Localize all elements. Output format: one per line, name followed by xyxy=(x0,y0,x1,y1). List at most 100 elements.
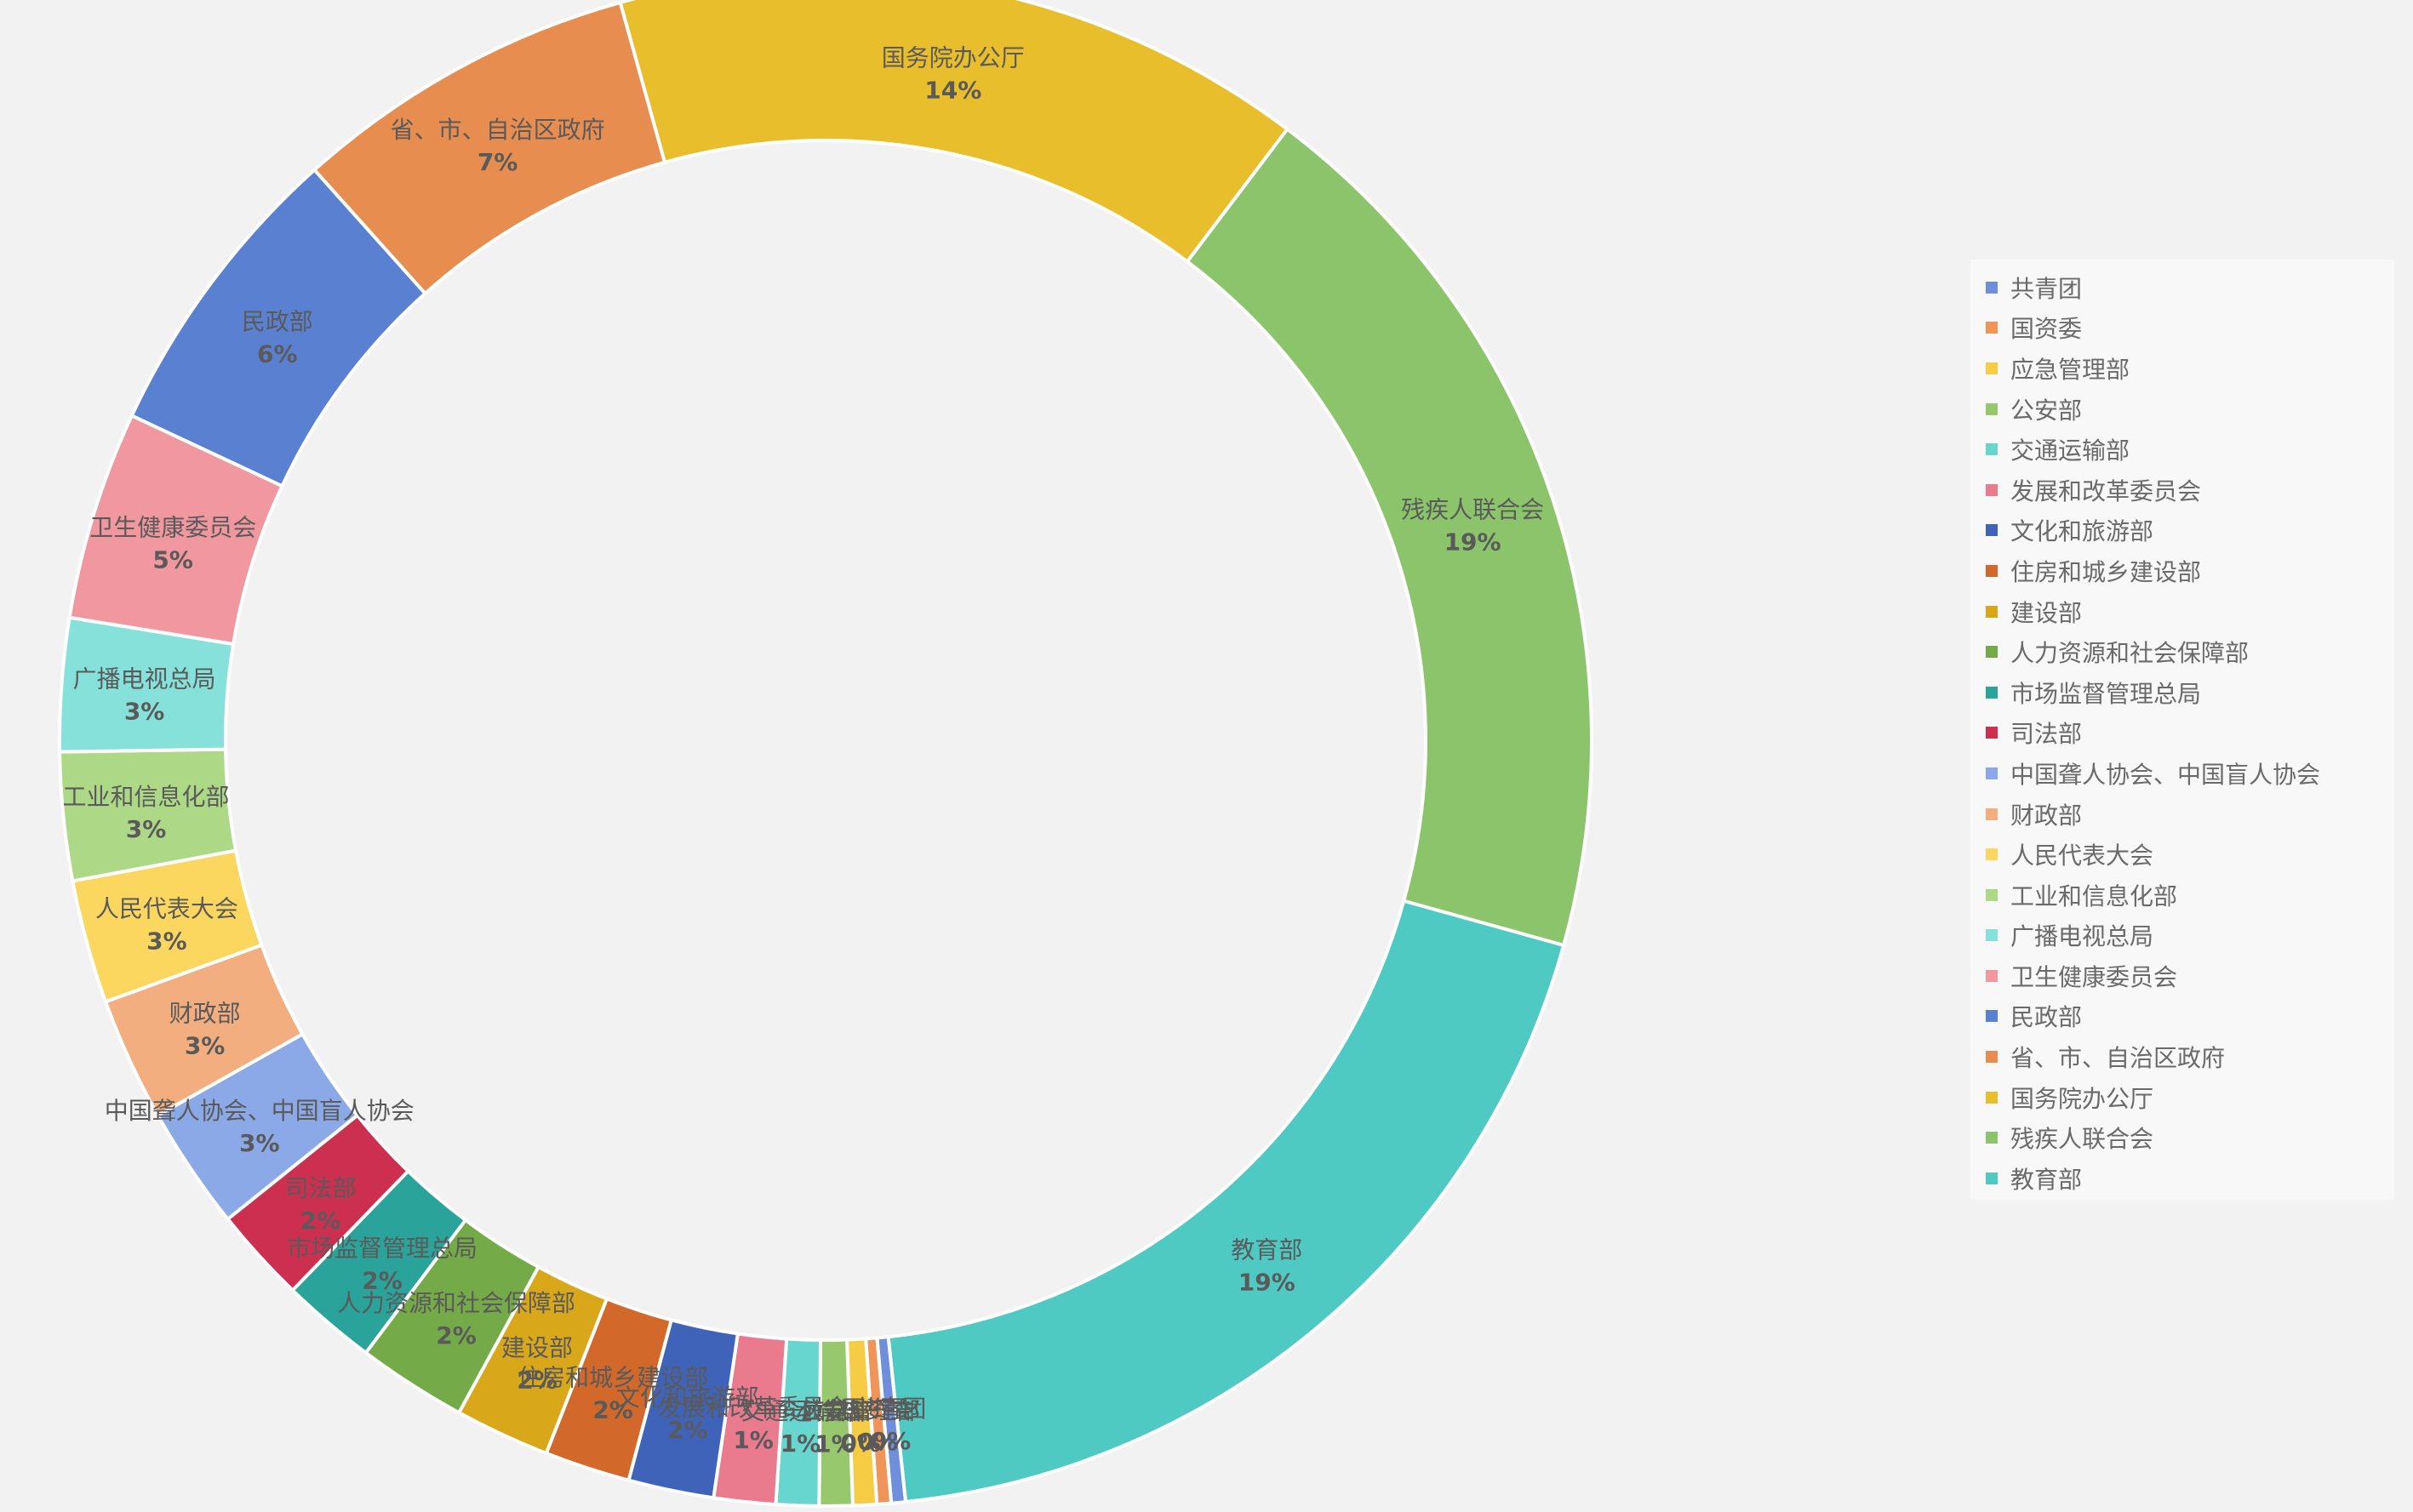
slice-label-name-15: 工业和信息化部 xyxy=(62,783,229,811)
slice-label-name-14: 人民代表大会 xyxy=(95,895,238,923)
legend-item-12[interactable]: 中国聋人协会、中国盲人协会 xyxy=(1970,753,2394,794)
legend-item-17[interactable]: 卫生健康委员会 xyxy=(1970,956,2394,996)
legend-label-2: 应急管理部 xyxy=(2010,355,2130,384)
slice-label-name-3: 公安部 xyxy=(799,1397,871,1425)
slice-label-name-1: 国资委 xyxy=(842,1395,913,1424)
legend-label-14: 人民代表大会 xyxy=(2010,842,2154,870)
legend-item-14[interactable]: 人民代表大会 xyxy=(1970,834,2394,875)
legend-label-10: 市场监督管理总局 xyxy=(2010,679,2202,708)
legend-label-21: 残疾人联合会 xyxy=(2010,1125,2154,1154)
legend-swatch-12 xyxy=(1986,767,1998,779)
legend-label-1: 国资委 xyxy=(2010,315,2083,344)
slice-label-name-2: 应急管理部 xyxy=(801,1396,920,1424)
slice-label-pct-7: 2% xyxy=(592,1396,633,1424)
legend-label-12: 中国聋人协会、中国盲人协会 xyxy=(2010,760,2321,789)
legend-swatch-17 xyxy=(1986,969,1998,982)
slice-label-name-12: 中国聋人协会、中国盲人协会 xyxy=(105,1097,415,1125)
slice-label-pct-19: 7% xyxy=(477,148,518,176)
slice-label-name-7: 住房和城乡建设部 xyxy=(517,1364,708,1392)
slice-label-pct-3: 1% xyxy=(815,1429,855,1458)
legend-item-15[interactable]: 工业和信息化部 xyxy=(1970,875,2394,916)
legend-item-8[interactable]: 建设部 xyxy=(1970,591,2394,632)
legend-swatch-10 xyxy=(1986,686,1998,699)
legend-swatch-3 xyxy=(1986,402,1998,415)
legend-swatch-11 xyxy=(1986,727,1998,739)
slice-label-pct-0: 0% xyxy=(871,1427,912,1455)
legend-item-4[interactable]: 交通运输部 xyxy=(1970,429,2394,470)
legend-item-3[interactable]: 公安部 xyxy=(1970,389,2394,430)
legend-item-5[interactable]: 发展和改革委员会 xyxy=(1970,470,2394,511)
slice-label-pct-1: 0% xyxy=(858,1428,899,1456)
legend-swatch-20 xyxy=(1986,1091,1998,1104)
legend-label-3: 公安部 xyxy=(2010,396,2083,425)
slice-labels: 教育部 19% 残疾人联合会 19% 国务院办公厅 14% 省、市、自治区政府 7% 民政部 6%… xyxy=(62,44,1544,1458)
legend-item-10[interactable]: 市场监督管理总局 xyxy=(1970,672,2394,713)
slice-label-name-13: 财政部 xyxy=(169,1000,241,1028)
legend-item-9[interactable]: 人力资源和社会保障部 xyxy=(1970,631,2394,672)
slice-label-pct-14: 3% xyxy=(146,927,187,956)
slice-label-name-6: 文化和旅游部 xyxy=(616,1384,759,1412)
legend-item-6[interactable]: 文化和旅游部 xyxy=(1970,511,2394,551)
legend-label-19: 省、市、自治区政府 xyxy=(2010,1044,2226,1073)
legend-item-1[interactable]: 国资委 xyxy=(1970,308,2394,349)
legend: 共青团国资委应急管理部公安部交通运输部发展和改革委员会 文化和旅游部住房和城乡建设… xyxy=(1970,260,2394,1200)
slice-label-pct-11: 2% xyxy=(300,1207,341,1235)
legend-swatch-2 xyxy=(1986,362,1998,374)
slice-label-name-17: 卫生健康委员会 xyxy=(89,513,256,541)
slice-label-pct-9: 2% xyxy=(436,1321,477,1349)
legend-swatch-22 xyxy=(1986,1172,1998,1184)
legend-item-0[interactable]: 共青团 xyxy=(1970,267,2394,308)
legend-swatch-16 xyxy=(1986,929,1998,942)
legend-swatch-5 xyxy=(1986,483,1998,496)
slice-label-name-5: 发展和改革委员会 xyxy=(658,1394,849,1422)
legend-label-5: 发展和改革委员会 xyxy=(2010,476,2202,505)
legend-item-13[interactable]: 财政部 xyxy=(1970,794,2394,835)
legend-item-7[interactable]: 住房和城乡建设部 xyxy=(1970,551,2394,591)
legend-item-18[interactable]: 民政部 xyxy=(1970,996,2394,1037)
slice-label-pct-16: 3% xyxy=(124,698,165,726)
slice-label-name-4: 交通运输部 xyxy=(740,1397,860,1425)
legend-label-17: 卫生健康委员会 xyxy=(2010,962,2178,991)
slice-label-pct-2: 0% xyxy=(840,1429,881,1457)
slice-label-name-20: 国务院办公厅 xyxy=(882,44,1025,72)
legend-label-6: 文化和旅游部 xyxy=(2010,517,2154,546)
slice-label-name-0: 共青团 xyxy=(855,1395,926,1423)
legend-swatch-15 xyxy=(1986,888,1998,901)
legend-label-11: 司法部 xyxy=(2010,720,2083,749)
legend-item-22[interactable]: 教育部 xyxy=(1970,1158,2394,1199)
legend-item-2[interactable]: 应急管理部 xyxy=(1970,348,2394,389)
legend-swatch-6 xyxy=(1986,524,1998,537)
slice-label-pct-5: 1% xyxy=(733,1426,774,1454)
slice-label-pct-8: 2% xyxy=(517,1366,558,1394)
legend-item-21[interactable]: 残疾人联合会 xyxy=(1970,1117,2394,1158)
slice-label-pct-15: 3% xyxy=(126,815,167,843)
slice-label-pct-4: 1% xyxy=(781,1429,821,1458)
donut-slice-20[interactable] xyxy=(618,0,1290,265)
legend-swatch-14 xyxy=(1986,848,1998,861)
legend-item-11[interactable]: 司法部 xyxy=(1970,713,2394,754)
legend-label-15: 工业和信息化部 xyxy=(2010,882,2178,910)
legend-item-20[interactable]: 国务院办公厅 xyxy=(1970,1077,2394,1118)
legend-item-16[interactable]: 广播电视总局 xyxy=(1970,916,2394,956)
legend-swatch-9 xyxy=(1986,646,1998,659)
donut-slice-22[interactable] xyxy=(886,899,1566,1504)
slice-label-name-10: 市场监督管理总局 xyxy=(287,1234,477,1262)
slice-label-name-8: 建设部 xyxy=(501,1333,573,1361)
legend-label-8: 建设部 xyxy=(2010,598,2083,627)
slice-label-name-18: 民政部 xyxy=(242,307,313,335)
legend-label-20: 国务院办公厅 xyxy=(2010,1084,2154,1113)
legend-item-19[interactable]: 省、市、自治区政府 xyxy=(1970,1036,2394,1077)
slice-label-pct-13: 3% xyxy=(185,1032,226,1060)
slice-label-pct-20: 14% xyxy=(924,77,981,105)
slice-label-name-22: 教育部 xyxy=(1231,1236,1302,1264)
legend-label-18: 民政部 xyxy=(2010,1003,2083,1032)
slice-label-name-21: 残疾人联合会 xyxy=(1401,496,1544,524)
donut-slice-21[interactable] xyxy=(1185,127,1593,948)
legend-swatch-13 xyxy=(1986,807,1998,820)
slice-label-name-16: 广播电视总局 xyxy=(73,665,216,693)
legend-swatch-0 xyxy=(1986,281,1998,294)
slice-label-pct-10: 2% xyxy=(362,1266,403,1294)
slice-label-pct-22: 19% xyxy=(1238,1269,1295,1297)
legend-swatch-21 xyxy=(1986,1132,1998,1144)
